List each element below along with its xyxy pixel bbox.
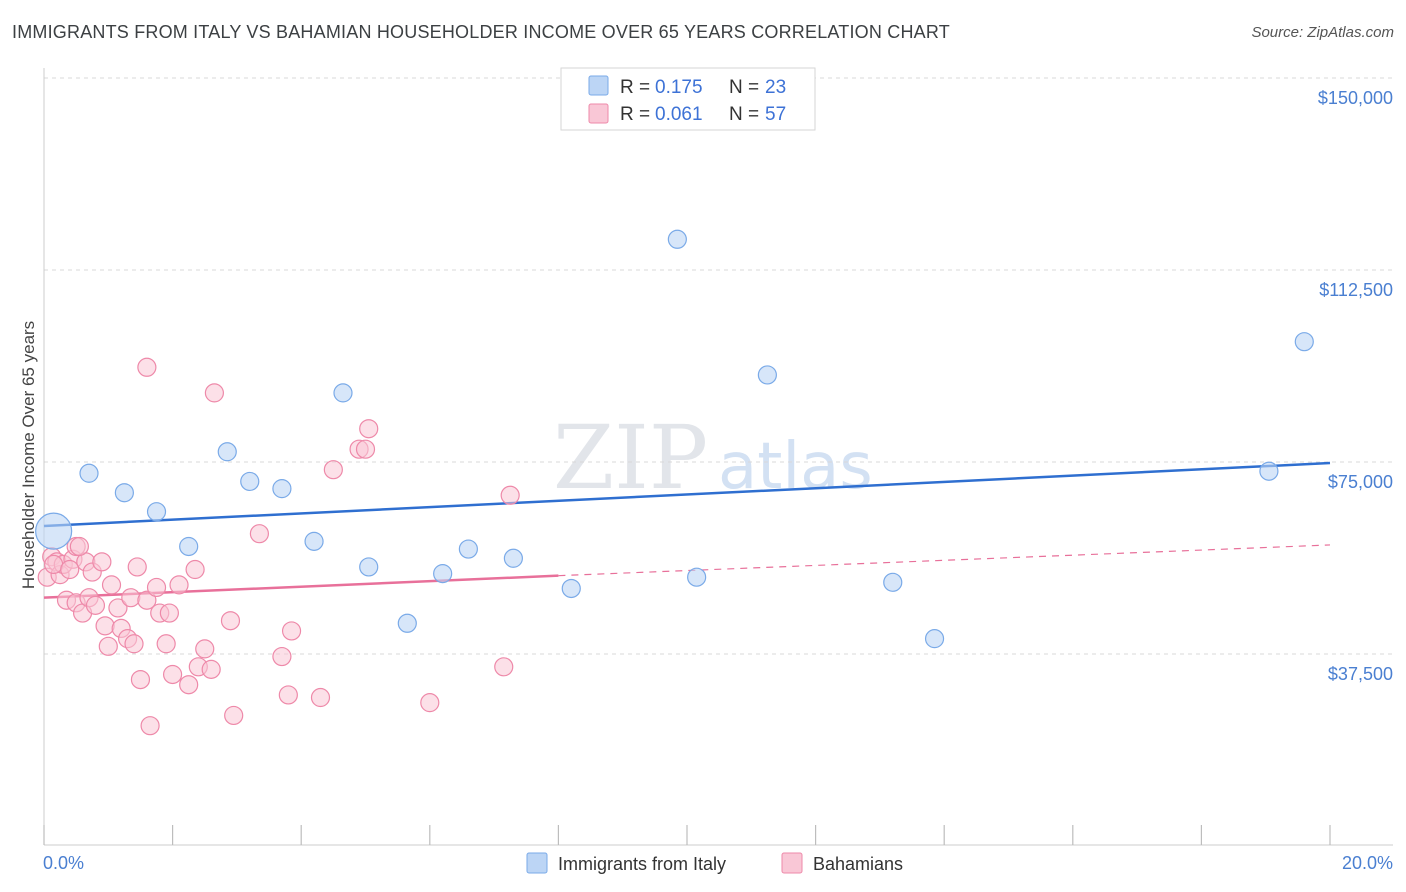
point-italy-3 bbox=[146, 502, 167, 522]
point-bahamians-21 bbox=[121, 588, 141, 608]
point-bahamians-45 bbox=[310, 687, 331, 708]
point-bahamians-26 bbox=[140, 716, 160, 736]
legend-r-label-bahamians: R = bbox=[620, 104, 650, 125]
point-bahamians-16 bbox=[98, 636, 118, 656]
point-bahamians-43 bbox=[278, 685, 298, 705]
point-bahamians-53 bbox=[137, 357, 157, 377]
y-axis-title: Householder Income Over 65 years bbox=[19, 321, 38, 589]
legend-n-label-bahamians: N = bbox=[729, 104, 759, 125]
point-italy-10 bbox=[359, 557, 379, 577]
point-bahamians-56 bbox=[60, 559, 80, 580]
point-bahamians-32 bbox=[169, 575, 189, 595]
point-bahamians-18 bbox=[108, 598, 128, 618]
point-bahamians-42 bbox=[272, 646, 292, 667]
point-bahamians-44 bbox=[281, 621, 302, 641]
chart-title: IMMIGRANTS FROM ITALY VS BAHAMIAN HOUSEH… bbox=[12, 22, 950, 42]
point-bahamians-34 bbox=[185, 559, 205, 580]
series-legend: Immigrants from Italy Bahamians bbox=[526, 852, 903, 874]
point-bahamians-41 bbox=[249, 524, 270, 544]
point-italy-2 bbox=[114, 483, 134, 503]
y-tick-label-3: $150,000 bbox=[1318, 88, 1393, 108]
bottom-legend-swatch-italy bbox=[526, 852, 548, 874]
point-italy-11 bbox=[397, 613, 417, 633]
source-label: Source: ZipAtlas.com bbox=[1251, 24, 1394, 41]
legend-swatch-italy bbox=[588, 75, 609, 96]
point-bahamians-30 bbox=[159, 603, 179, 623]
stats-legend: R = 0.175 N = 23 R = 0.061 N = 57 bbox=[560, 67, 816, 131]
point-bahamians-52 bbox=[500, 485, 520, 505]
point-italy-8 bbox=[304, 531, 324, 551]
point-bahamians-49 bbox=[359, 419, 379, 439]
point-bahamians-22 bbox=[124, 634, 144, 654]
point-bahamians-38 bbox=[204, 383, 224, 403]
point-bahamians-24 bbox=[130, 669, 151, 690]
legend-n-value-bahamians: 57 bbox=[765, 104, 786, 125]
point-italy-9 bbox=[333, 383, 353, 403]
point-italy-15 bbox=[561, 578, 581, 599]
point-italy-18 bbox=[757, 365, 777, 385]
point-bahamians-13 bbox=[85, 595, 106, 615]
point-italy-7 bbox=[272, 479, 292, 499]
point-italy-16 bbox=[667, 229, 687, 249]
y-tick-labels: $37,500 $75,000 $112,500 $150,000 bbox=[1318, 88, 1393, 684]
y-tick-label-1: $75,000 bbox=[1328, 472, 1393, 492]
bottom-legend-label-bahamians: Bahamians bbox=[813, 854, 903, 874]
point-bahamians-27 bbox=[146, 577, 167, 598]
point-italy-14 bbox=[503, 548, 523, 568]
point-italy-4 bbox=[179, 536, 199, 557]
point-italy-13 bbox=[458, 539, 478, 559]
point-bahamians-54 bbox=[69, 536, 89, 557]
axes bbox=[43, 68, 1393, 846]
legend-n-label-italy: N = bbox=[729, 77, 759, 98]
point-italy-19 bbox=[883, 572, 903, 592]
trend-line-bahamians bbox=[43, 574, 559, 599]
point-italy-6 bbox=[240, 471, 260, 492]
point-bahamians-14 bbox=[92, 552, 112, 572]
point-italy-21 bbox=[1259, 461, 1279, 481]
point-bahamians-17 bbox=[101, 575, 122, 595]
legend-n-value-italy: 23 bbox=[765, 77, 786, 98]
bottom-legend-label-italy: Immigrants from Italy bbox=[558, 854, 726, 874]
point-bahamians-39 bbox=[224, 705, 244, 726]
point-italy-22 bbox=[1294, 332, 1314, 352]
point-bahamians-29 bbox=[156, 634, 176, 654]
point-bahamians-33 bbox=[179, 675, 199, 695]
point-italy-5 bbox=[217, 442, 237, 462]
point-bahamians-37 bbox=[201, 659, 221, 679]
y-tick-label-2: $112,500 bbox=[1319, 280, 1393, 300]
point-bahamians-31 bbox=[163, 664, 183, 685]
data-points bbox=[35, 229, 1314, 736]
y-tick-label-0: $37,500 bbox=[1328, 664, 1393, 684]
point-bahamians-50 bbox=[420, 693, 440, 713]
legend-r-value-italy: 0.175 bbox=[655, 77, 703, 98]
point-bahamians-51 bbox=[494, 657, 514, 677]
point-bahamians-23 bbox=[127, 557, 147, 577]
point-bahamians-46 bbox=[323, 460, 343, 480]
gridlines bbox=[44, 77, 1393, 655]
point-bahamians-40 bbox=[220, 611, 241, 631]
point-italy-12 bbox=[433, 564, 453, 584]
point-bahamians-55 bbox=[44, 554, 64, 575]
trend-line-bahamians-extension bbox=[558, 544, 1331, 577]
watermark-zip: ZIP bbox=[553, 406, 708, 509]
point-bahamians-15 bbox=[95, 616, 115, 636]
x-tick-label-max: 20.0% bbox=[1342, 853, 1393, 873]
legend-r-label-italy: R = bbox=[620, 77, 650, 98]
point-italy-20 bbox=[924, 629, 945, 649]
point-bahamians-48 bbox=[355, 439, 376, 459]
point-italy-1 bbox=[79, 463, 99, 483]
point-bahamians-25 bbox=[137, 590, 157, 610]
legend-r-value-bahamians: 0.061 bbox=[655, 104, 703, 125]
point-bahamians-36 bbox=[195, 639, 215, 659]
point-italy-0 bbox=[35, 512, 73, 550]
bottom-legend-swatch-bahamians bbox=[781, 852, 803, 874]
x-tick-label-min: 0.0% bbox=[43, 853, 84, 873]
point-italy-17 bbox=[687, 567, 707, 587]
legend-swatch-bahamians bbox=[588, 103, 609, 124]
trend-line-italy bbox=[43, 461, 1331, 528]
